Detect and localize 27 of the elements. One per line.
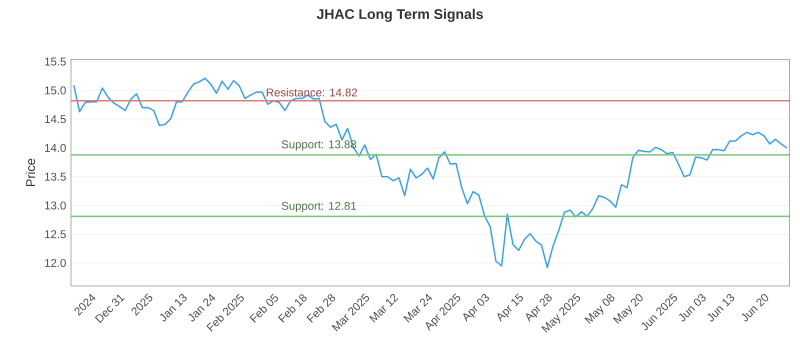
- y-tick-label: 14.0: [45, 144, 66, 152]
- x-tick-label: Jun 13: [707, 294, 734, 322]
- x-tick-label: Feb 28: [306, 294, 336, 323]
- x-tick-label: Jan 24: [188, 294, 216, 322]
- x-tick-label: Dec 31: [94, 294, 125, 323]
- y-tick-label: 12.0: [45, 258, 66, 267]
- x-tick-label: Apr 28: [526, 294, 552, 322]
- x-tick-label: Jan 13: [160, 294, 187, 322]
- y-tick-label: 13.0: [45, 201, 66, 210]
- ref-line-label: Support: 12.81: [282, 202, 356, 212]
- x-tick-label: Apr 03: [463, 294, 489, 322]
- x-tick-label: Mar 12: [369, 294, 398, 323]
- y-tick-label: 14.5: [45, 115, 66, 124]
- x-tick-label: Feb 05: [249, 294, 278, 323]
- x-tick-label: Feb 18: [278, 294, 307, 323]
- y-axis-title: Price: [26, 158, 36, 186]
- y-tick-label: 15.5: [45, 58, 66, 66]
- y-tick-label: 15.0: [45, 86, 66, 94]
- x-tick-label: Apr 15: [497, 293, 523, 322]
- x-tick-label: Jun 20: [742, 294, 768, 322]
- ref-line-label: Resistance: 14.82: [266, 88, 358, 96]
- y-tick-label: 12.5: [45, 230, 66, 238]
- x-tick-label: Jun 03: [678, 294, 706, 322]
- x-tick-label: May 08: [584, 294, 614, 324]
- chart-title: JHAC Long Term Signals: [316, 8, 483, 22]
- y-tick-label: 13.5: [45, 172, 66, 181]
- line-series: [73, 78, 788, 268]
